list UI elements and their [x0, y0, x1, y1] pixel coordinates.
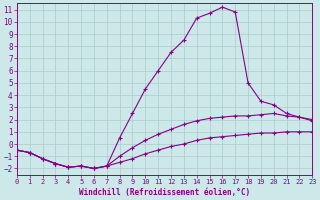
X-axis label: Windchill (Refroidissement éolien,°C): Windchill (Refroidissement éolien,°C) — [79, 188, 250, 197]
